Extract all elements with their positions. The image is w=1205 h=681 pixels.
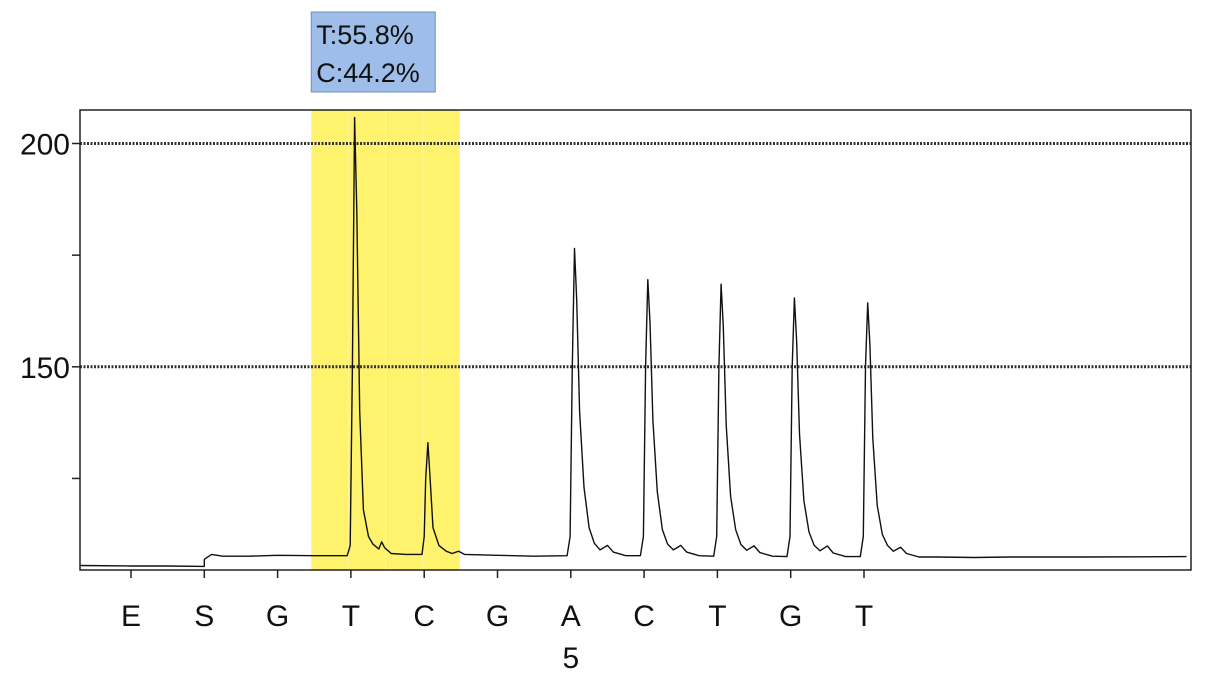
y-axis: 150 200: [20, 128, 80, 480]
highlight-region: [311, 110, 460, 570]
position-marker-label: 5: [562, 642, 579, 675]
dispensation-label-0: E: [121, 600, 141, 633]
annotation-line-t: T:55.8%: [316, 20, 414, 50]
dispensation-label-7: C: [633, 600, 655, 633]
dispensation-label-8: T: [708, 600, 726, 633]
signal-trace-0: [79, 116, 1187, 568]
annotation-layer: T:55.8% C:44.2%: [310, 11, 436, 93]
dispensation-label-6: A: [561, 600, 581, 633]
dispensation-label-10: T: [855, 600, 873, 633]
y-tick-label-200: 200: [20, 128, 70, 161]
grid-layer: [80, 141, 1191, 369]
dispensation-label-3: T: [342, 600, 360, 633]
dispensation-label-2: G: [266, 600, 289, 633]
annotation-line-c: C:44.2%: [316, 58, 420, 88]
highlight-layer: [311, 110, 460, 570]
dispensation-label-9: G: [779, 600, 802, 633]
y-tick-label-150: 150: [20, 352, 70, 385]
dispensation-label-1: S: [194, 600, 214, 633]
percentage-annotation-box: [310, 11, 436, 93]
series-layer: [79, 116, 1187, 568]
plot-frame: [79, 109, 1192, 571]
x-axis: E S G T C G A C T G T 5: [121, 570, 873, 675]
dispensation-label-5: G: [486, 600, 509, 633]
dispensation-label-4: C: [413, 600, 435, 633]
